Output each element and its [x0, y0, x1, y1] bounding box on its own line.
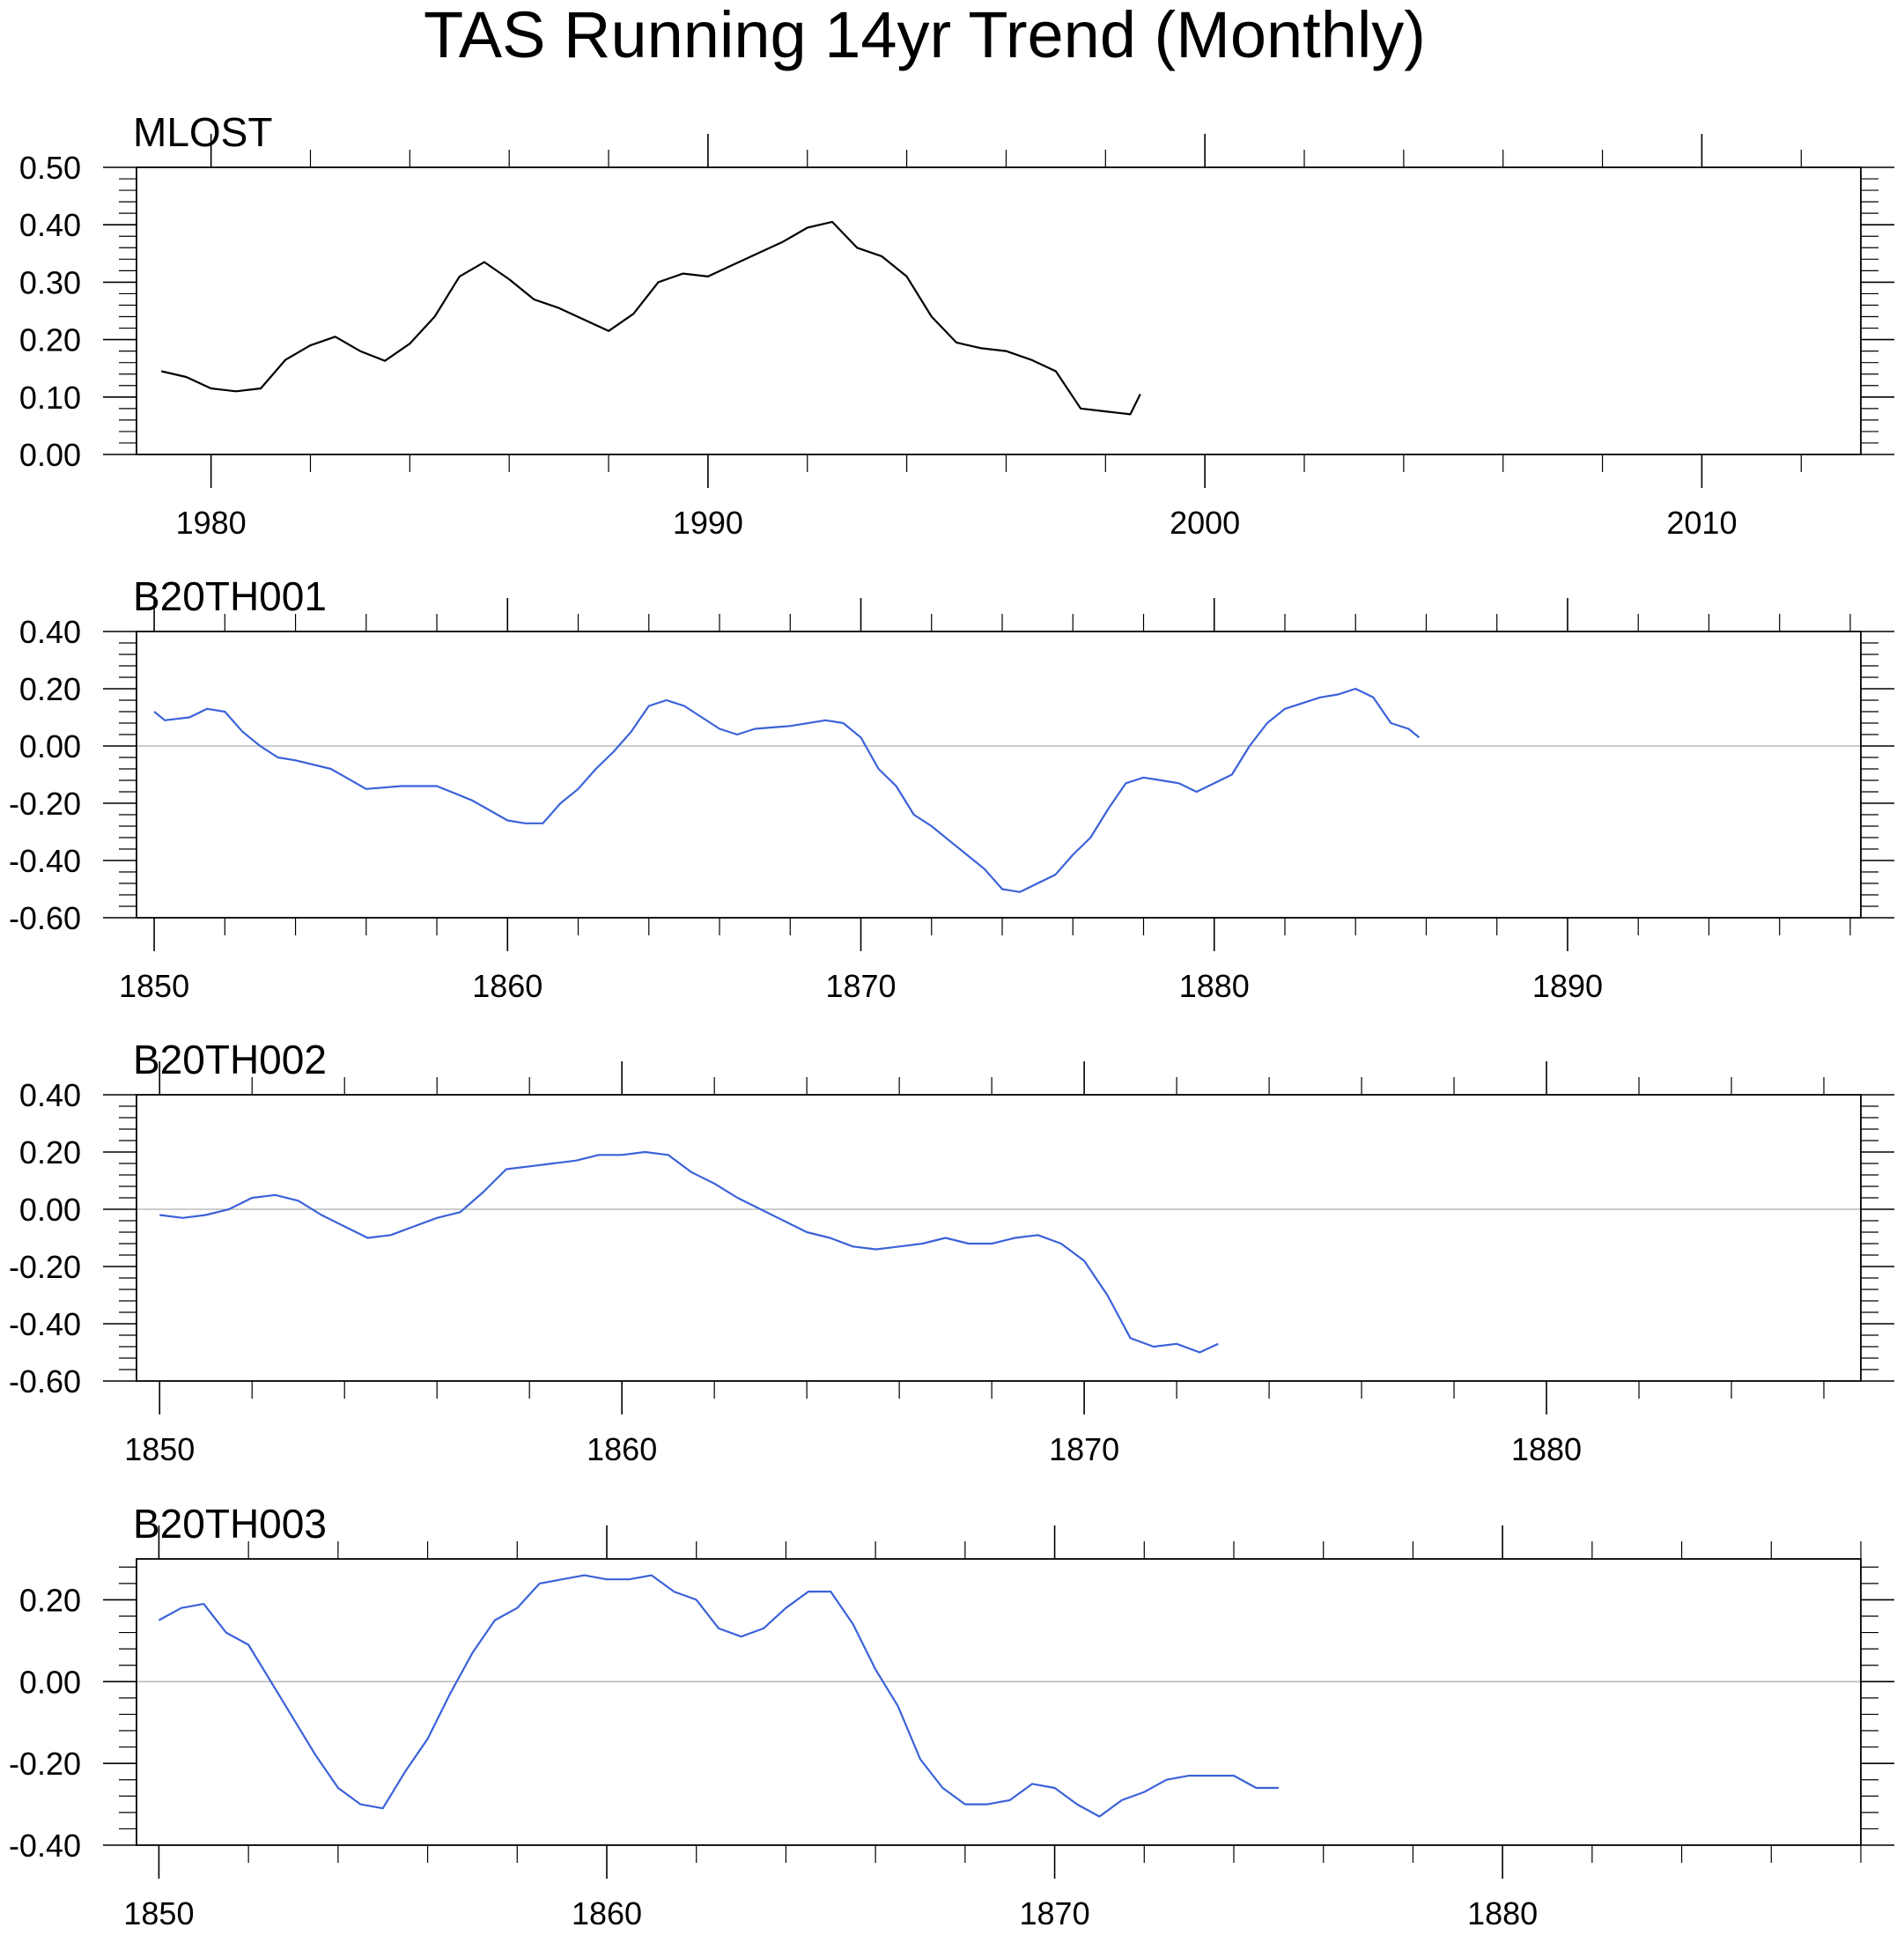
x-tick-label: 2010: [1666, 505, 1737, 541]
x-tick-label: 1870: [1020, 1895, 1090, 1931]
y-tick-label: 0.40: [19, 1077, 81, 1113]
x-tick-label: 1850: [119, 968, 189, 1004]
y-tick-label: -0.40: [9, 1828, 81, 1864]
x-tick-label: 2000: [1170, 505, 1240, 541]
series-line-b20th002: [159, 1150, 1219, 1354]
y-tick-label: 0.00: [19, 728, 81, 764]
series-line-b20th001: [153, 687, 1421, 893]
panel-b20th002: B20TH002 1850 1860 1870 1880 -0.60 -0.40 -0.20 0…: [9, 1037, 1894, 1467]
y-tick-label: -0.20: [9, 1249, 81, 1285]
y-tick-label: 0.20: [19, 671, 81, 707]
y-tick-label: 0.20: [19, 1582, 81, 1618]
x-tick-label: 1870: [1049, 1431, 1119, 1467]
x-tick-label: 1880: [1467, 1895, 1538, 1931]
x-tick-label: 1850: [124, 1431, 195, 1467]
series-line-mlost: [160, 220, 1141, 416]
panel-title: MLOST: [133, 109, 272, 155]
x-tick-label: 1980: [176, 505, 247, 541]
y-tick-label: 0.50: [19, 150, 81, 186]
y-tick-label: 0.40: [19, 614, 81, 650]
y-tick-label: -0.40: [9, 843, 81, 879]
panel-b20th003: B20TH003 1850 1860 1870 1880 -0.40 -0.20 0.00 0.…: [9, 1501, 1894, 1931]
y-tick-label: 0.30: [19, 264, 81, 300]
x-tick-label: 1860: [472, 968, 542, 1004]
plot-frame: [136, 631, 1862, 919]
panel-mlost: MLOST 1980 1990 2000 2010 0.00 0.10 0.20 0.30 0.4…: [19, 109, 1894, 541]
x-tick-label: 1880: [1179, 968, 1250, 1004]
y-tick-label: 0.10: [19, 380, 81, 416]
y-tick-label: 0.00: [19, 437, 81, 473]
x-tick-label: 1870: [825, 968, 896, 1004]
y-tick-label: -0.40: [9, 1306, 81, 1342]
x-tick-label: 1880: [1511, 1431, 1582, 1467]
y-tick-label: 0.20: [19, 322, 81, 358]
panel-title: B20TH002: [133, 1037, 327, 1082]
x-tick-label: 1860: [587, 1431, 657, 1467]
plot-frame: [136, 1094, 1862, 1382]
y-tick-label: 0.20: [19, 1134, 81, 1171]
x-tick-label: 1850: [123, 1895, 194, 1931]
x-tick-label: 1990: [673, 505, 743, 541]
y-tick-label: -0.60: [9, 1363, 81, 1400]
y-tick-label: -0.20: [9, 786, 81, 822]
y-tick-label: -0.60: [9, 900, 81, 936]
panel-b20th001: B20TH001 1850 1860 1870 1880 1890 -0.60 -0.40 -0…: [9, 573, 1894, 1004]
y-tick-label: 0.40: [19, 207, 81, 243]
panel-title: B20TH003: [133, 1501, 327, 1547]
x-tick-label: 1890: [1532, 968, 1603, 1004]
figure-title: TAS Running 14yr Trend (Monthly): [424, 0, 1426, 71]
x-tick-label: 1860: [572, 1895, 642, 1931]
panel-title: B20TH001: [133, 573, 327, 619]
y-tick-label: 0.00: [19, 1192, 81, 1228]
plot-frame: [136, 1558, 1862, 1846]
y-tick-label: -0.20: [9, 1746, 81, 1782]
series-line-b20th003: [158, 1574, 1279, 1818]
y-tick-label: 0.00: [19, 1664, 81, 1700]
plot-frame: [136, 166, 1862, 455]
